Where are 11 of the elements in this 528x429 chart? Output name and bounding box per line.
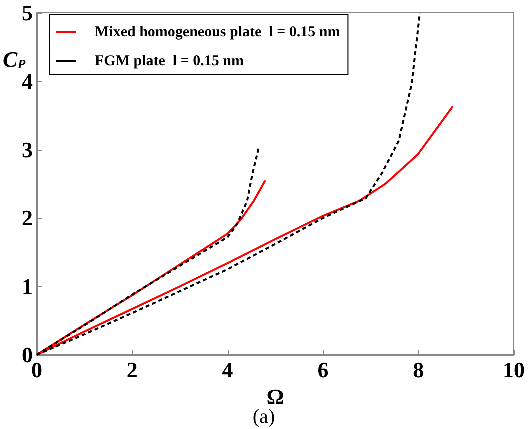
x-tick-label: 10: [503, 358, 525, 382]
y-tick-label: 3: [22, 137, 33, 162]
y-tick-label: 2: [22, 206, 33, 231]
x-tick-label: 2: [126, 358, 138, 382]
x-tick-label: 4: [222, 358, 234, 382]
legend-label: FGM plate l = 0.15 nm: [95, 54, 244, 70]
legend-label: Mixed homogeneous plate l = 0.15 nm: [95, 24, 341, 40]
x-tick-label: 6: [318, 358, 329, 382]
y-tick-label: 5: [22, 0, 33, 26]
y-tick-label: 1: [22, 274, 33, 300]
x-tick-label: 8: [413, 358, 424, 382]
